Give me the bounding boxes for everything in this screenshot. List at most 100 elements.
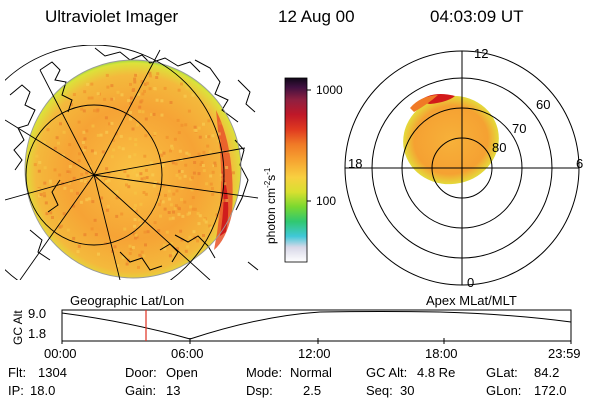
door-value: Open <box>166 365 198 380</box>
speckle <box>153 132 157 135</box>
speckle <box>139 172 143 176</box>
speckle <box>156 72 160 76</box>
speckle <box>202 150 206 154</box>
speckle <box>191 196 195 200</box>
speckle <box>86 82 90 86</box>
speckle <box>67 181 71 185</box>
apex-polar-plot <box>344 50 580 286</box>
speckle <box>63 186 67 190</box>
speckle <box>105 73 109 77</box>
speckle <box>138 110 142 113</box>
speckle <box>129 82 132 86</box>
colorbar <box>284 77 311 263</box>
speckle <box>49 211 53 215</box>
speckle <box>146 230 150 234</box>
speckle <box>149 161 153 165</box>
speckle <box>123 170 127 174</box>
speckle <box>169 203 173 207</box>
speckle <box>134 73 138 77</box>
speckle <box>133 77 137 81</box>
speckle <box>176 118 180 122</box>
mlt-label-6: 6 <box>576 156 584 171</box>
speckle <box>143 230 147 234</box>
speckle <box>94 233 98 237</box>
speckle <box>183 94 187 98</box>
speckle <box>140 177 144 181</box>
speckle <box>178 176 182 180</box>
speckle <box>133 218 137 221</box>
speckle <box>209 226 213 230</box>
speckle <box>38 161 42 164</box>
speckle <box>205 182 209 186</box>
speckle <box>197 152 201 156</box>
speckle <box>43 181 47 185</box>
speckle <box>108 122 111 126</box>
speckle <box>115 196 119 200</box>
speckle <box>117 145 121 149</box>
speckle <box>134 236 137 240</box>
speckle <box>183 200 187 204</box>
speckle <box>163 86 167 90</box>
speckle <box>69 189 73 193</box>
speckle <box>144 168 148 172</box>
speckle <box>180 238 184 242</box>
speckle <box>189 177 193 181</box>
speckle <box>213 161 217 165</box>
geographic-map <box>5 45 259 280</box>
speckle <box>199 163 203 166</box>
speckle <box>38 194 41 198</box>
speckle <box>144 117 148 121</box>
ip-label: IP: <box>8 383 24 398</box>
speckle <box>185 86 189 90</box>
speckle <box>161 164 165 167</box>
speckle <box>162 243 166 247</box>
glat-value: 84.2 <box>534 365 560 380</box>
speckle <box>217 215 221 219</box>
speckle <box>101 150 105 154</box>
speckle <box>83 137 87 141</box>
speckle <box>141 110 145 114</box>
speckle <box>215 213 219 217</box>
speckle <box>115 214 119 218</box>
speckle <box>133 191 137 195</box>
door-label: Door: <box>125 365 157 380</box>
speckle <box>72 236 76 240</box>
speckle <box>85 198 89 202</box>
speckle <box>45 212 49 216</box>
speckle <box>153 221 157 225</box>
speckle <box>198 214 202 218</box>
speckle <box>184 249 188 253</box>
speckle <box>128 244 132 248</box>
speckle <box>154 181 157 185</box>
speckle <box>152 112 156 116</box>
speckle <box>113 245 117 249</box>
speckle <box>159 214 162 218</box>
speckle <box>140 250 144 254</box>
speckle <box>127 185 131 189</box>
xtick-1800: 18:00 <box>425 346 458 361</box>
speckle <box>197 222 201 226</box>
speckle <box>82 130 86 134</box>
colorbar-tick-1000: 1000 <box>316 83 343 97</box>
instrument-title: Ultraviolet Imager <box>45 7 179 26</box>
speckle <box>181 214 185 218</box>
speckle <box>197 172 201 176</box>
speckle <box>160 153 164 157</box>
speckle <box>171 161 175 165</box>
speckle <box>184 163 188 167</box>
speckle <box>90 96 94 100</box>
speckle <box>43 140 46 144</box>
speckle <box>132 88 136 92</box>
speckle <box>104 178 108 182</box>
speckle <box>173 207 177 211</box>
speckle <box>188 235 192 239</box>
speckle <box>72 162 76 166</box>
speckle <box>107 171 111 175</box>
speckle <box>143 176 146 180</box>
speckle <box>144 192 148 196</box>
gcalt-value: 4.8 Re <box>417 365 456 380</box>
speckle <box>134 143 138 147</box>
speckle <box>210 187 214 190</box>
speckle <box>93 151 97 155</box>
